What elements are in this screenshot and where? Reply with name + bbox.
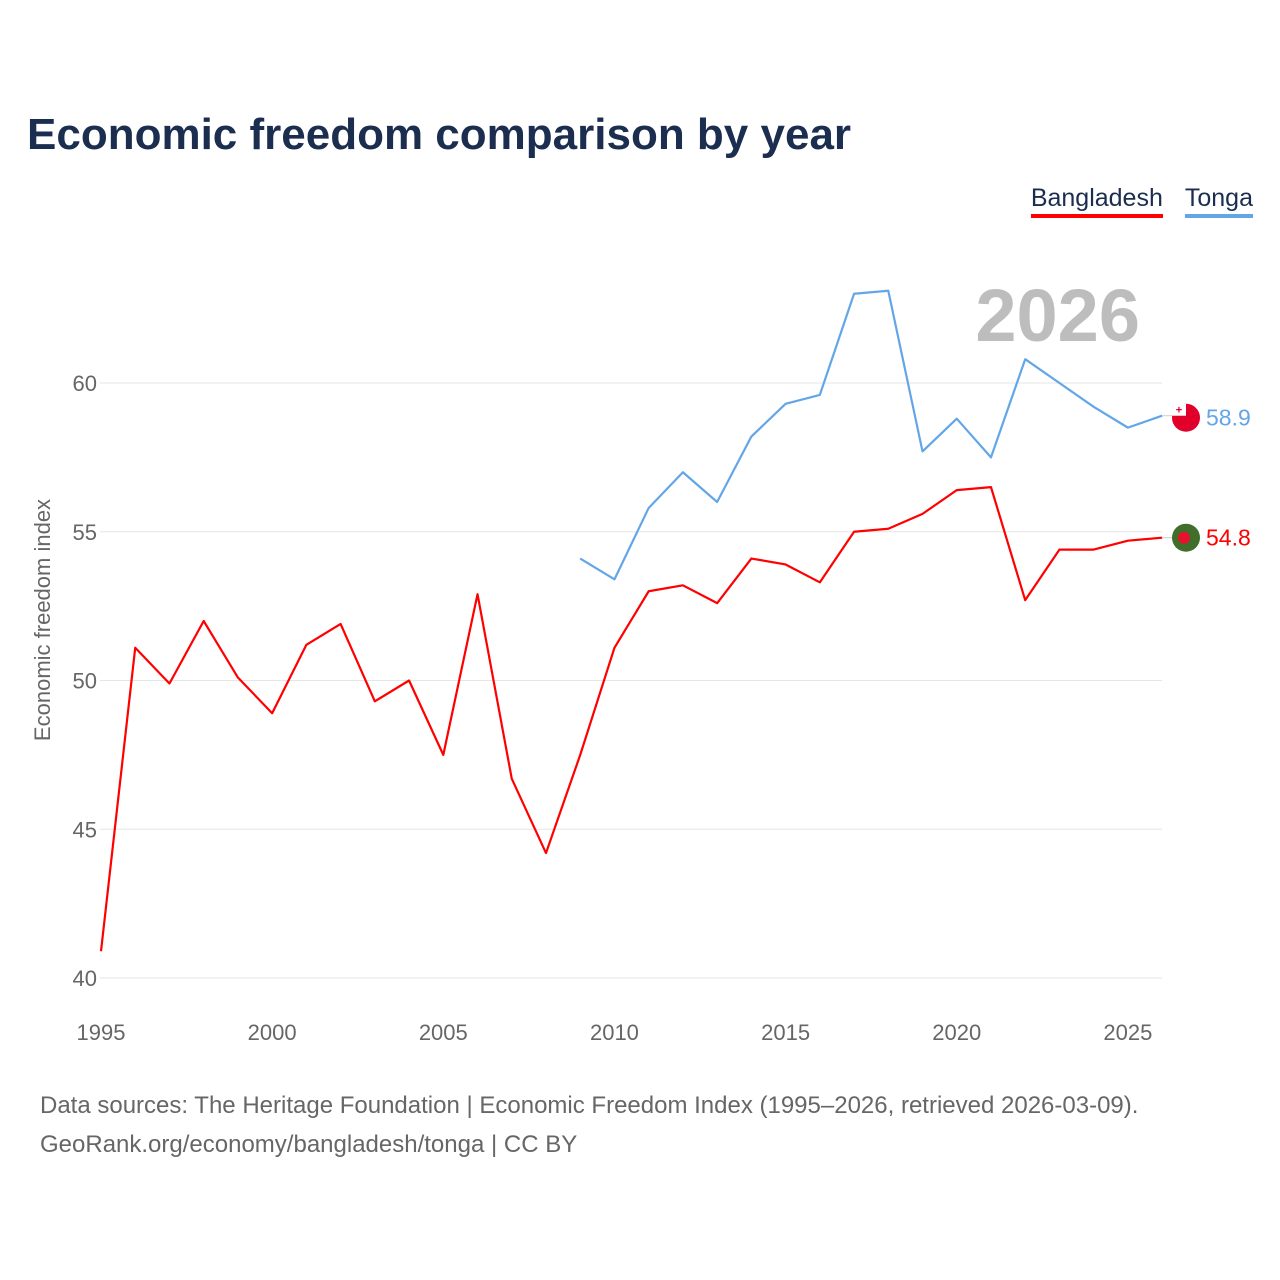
y-tick-label: 40 [73, 966, 97, 991]
legend-item-bangladesh[interactable]: Bangladesh [1030, 184, 1163, 218]
x-tick-label: 2005 [419, 1020, 468, 1045]
series-line-bangladesh [99, 486, 1163, 952]
source-url: GeoRank.org/economy/bangladesh/tonga | C… [40, 1131, 578, 1158]
tonga-flag-cross: + [1176, 405, 1182, 417]
x-tick-label: 2010 [590, 1020, 639, 1045]
end-value-label-tonga: 58.9 [1206, 405, 1251, 431]
series-line-tonga [579, 289, 1163, 581]
legend-item-tonga[interactable]: Tonga [1184, 184, 1253, 218]
end-value-label-bangladesh: 54.8 [1206, 525, 1251, 551]
year-label: 2026 [975, 274, 1140, 357]
footer: Data sources: The Heritage Foundation | … [40, 1086, 1138, 1164]
y-axis-label: Economic freedom index [30, 499, 55, 741]
y-tick-label: 50 [73, 669, 97, 694]
bangladesh-flag-disc [1178, 531, 1190, 544]
x-tick-label: 1995 [77, 1020, 126, 1045]
chart-title: Economic freedom comparison by year [27, 110, 852, 159]
x-tick-label: 2025 [1103, 1020, 1152, 1045]
y-tick-label: 60 [73, 371, 97, 396]
source-text: Data sources: The Heritage Foundation | … [40, 1092, 1139, 1119]
y-tick-label: 55 [73, 520, 97, 545]
tonga-flag-canton [1172, 403, 1186, 416]
x-tick-label: 2015 [761, 1020, 810, 1045]
legend: Bangladesh Tonga [1030, 184, 1253, 218]
x-tick-label: 2020 [932, 1020, 981, 1045]
x-tick-label: 2000 [248, 1020, 297, 1045]
y-tick-label: 45 [73, 817, 97, 842]
